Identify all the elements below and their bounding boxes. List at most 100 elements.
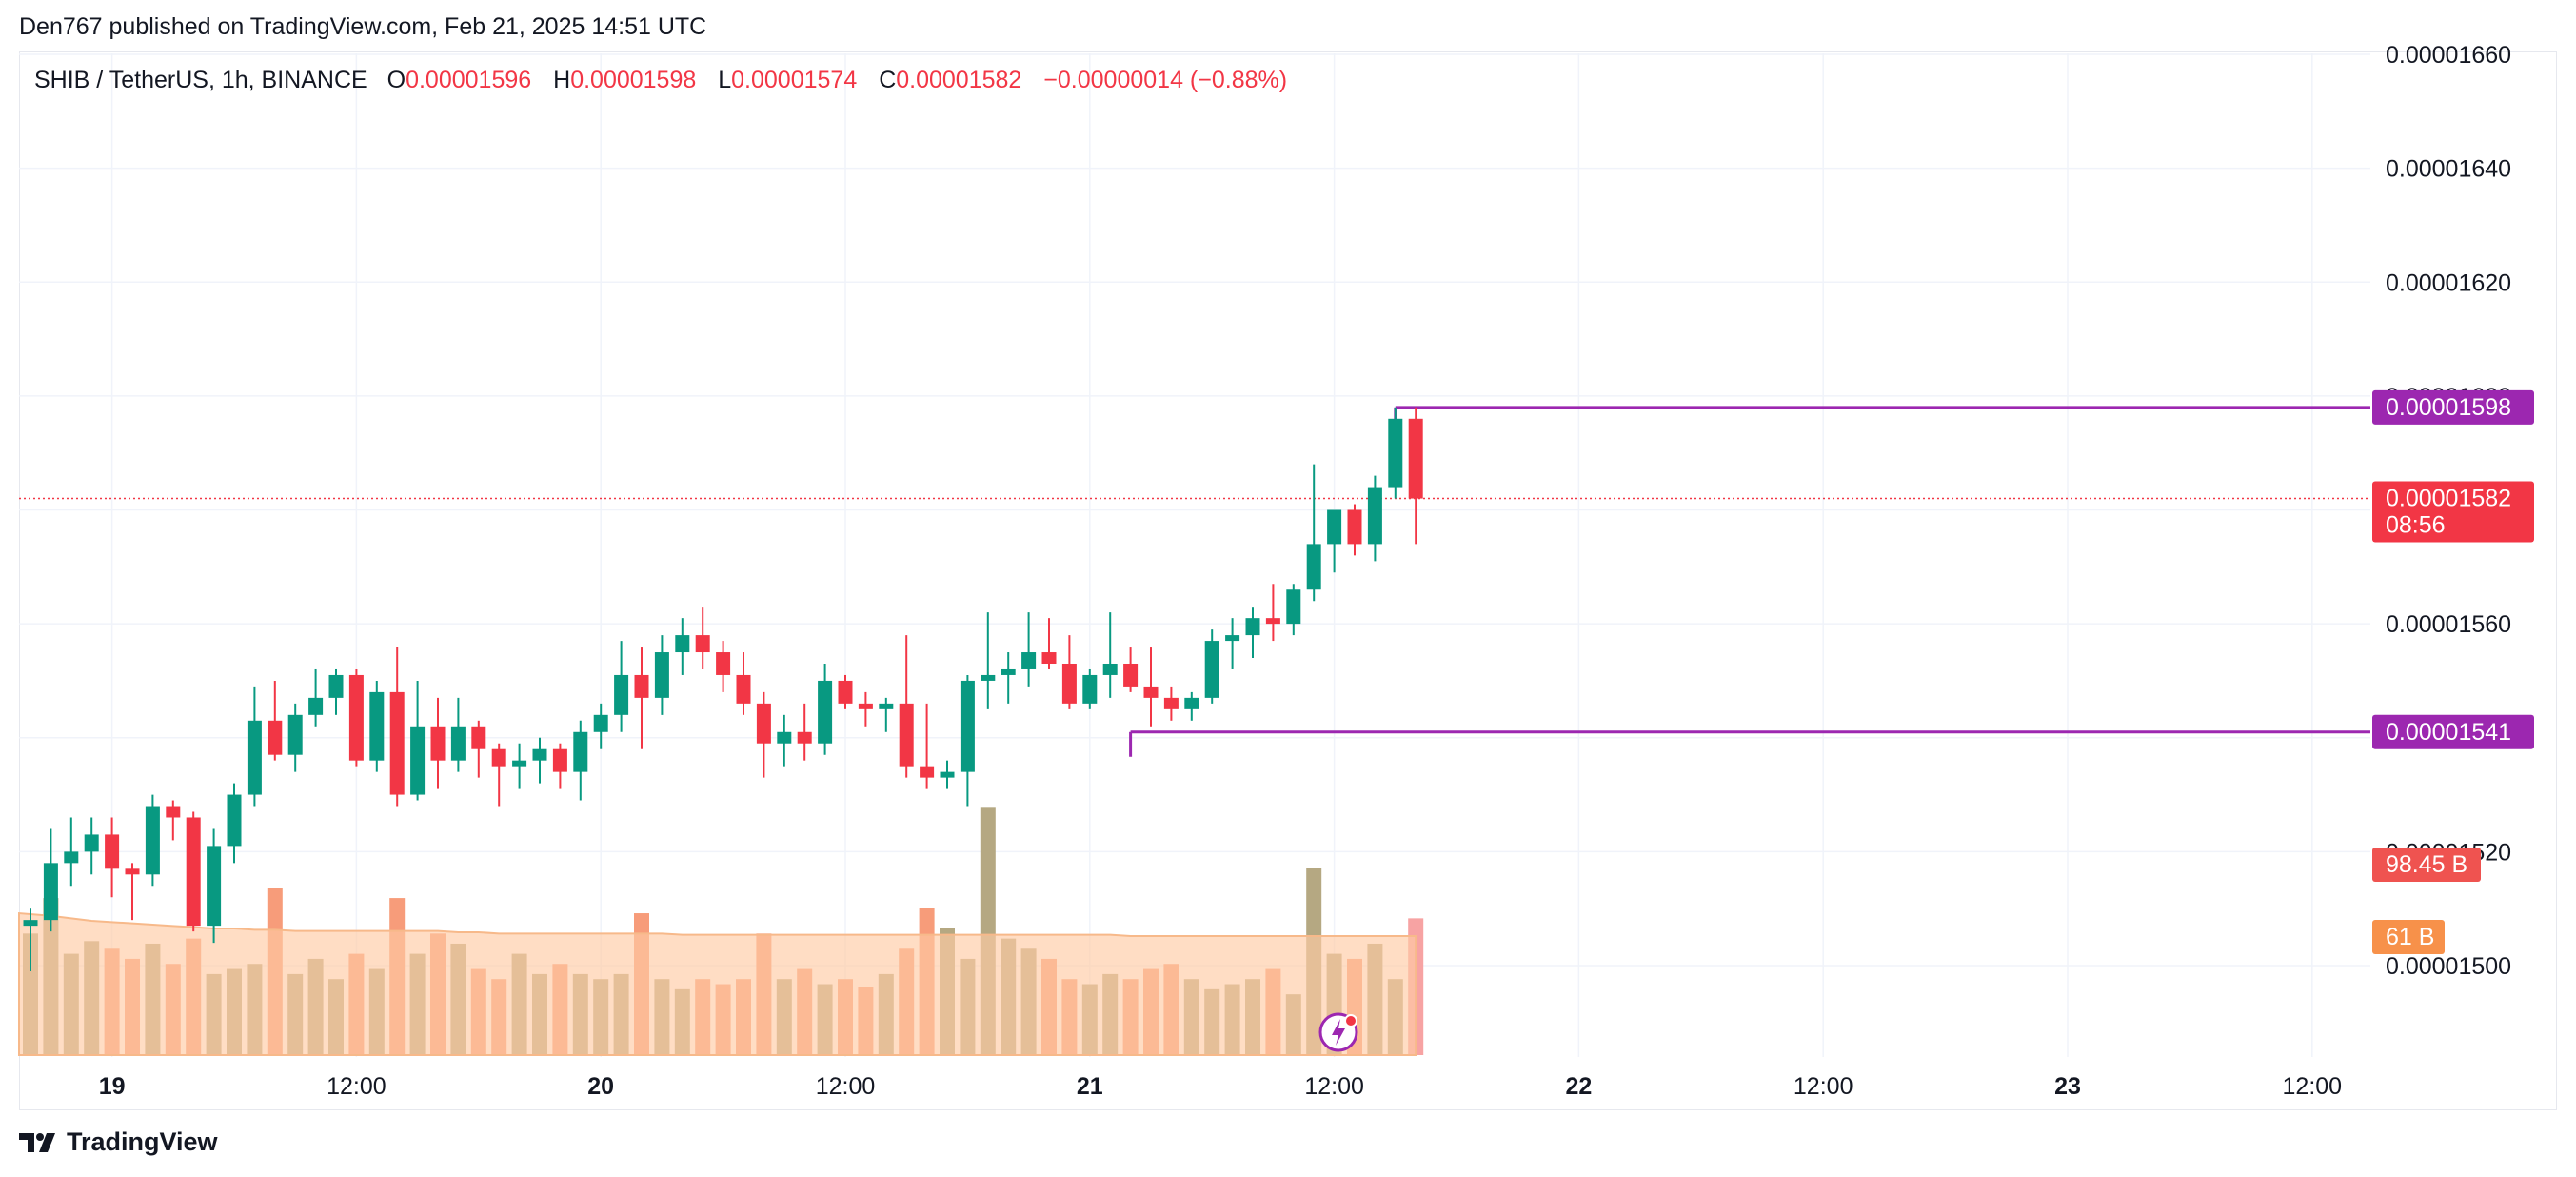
low-value: 0.00001574 xyxy=(731,67,858,93)
support-price-badge-bg xyxy=(2372,714,2534,749)
candle-body xyxy=(43,863,58,921)
close-value: 0.00001582 xyxy=(896,67,1022,93)
high-value: 0.00001598 xyxy=(570,67,697,93)
candle-body xyxy=(1245,618,1260,636)
volume-ma-badge-text: 61 B xyxy=(2386,924,2434,950)
candle-body xyxy=(308,697,324,715)
time-tick-label: 12:00 xyxy=(1304,1073,1364,1100)
chart-frame[interactable] xyxy=(19,51,2557,1110)
time-tick-label: 21 xyxy=(1077,1073,1103,1100)
last-price-badge-text: 0.00001582 xyxy=(2386,486,2511,512)
candle-body xyxy=(471,726,486,749)
candle-body xyxy=(328,674,344,698)
candle-body xyxy=(166,806,181,818)
candle-body xyxy=(430,726,446,761)
candle-body xyxy=(981,674,996,681)
candle-body xyxy=(268,720,283,755)
candle-body xyxy=(247,720,262,795)
candle-body xyxy=(716,652,731,675)
open-value: 0.00001596 xyxy=(406,67,532,93)
price-tick-label: 0.00001660 xyxy=(2386,42,2511,69)
candle-body xyxy=(369,691,385,761)
candle-body xyxy=(410,726,426,795)
candle-body xyxy=(207,846,222,927)
candle-body xyxy=(64,851,79,864)
candle-body xyxy=(1143,686,1159,698)
candles xyxy=(23,407,1423,971)
candle-body xyxy=(105,834,120,869)
candle-body xyxy=(1347,509,1362,545)
candle-body xyxy=(1388,418,1403,488)
time-tick-label: 12:00 xyxy=(1793,1073,1853,1100)
volume-ma-area xyxy=(18,911,1417,1056)
candle-body xyxy=(1061,663,1077,704)
candle-body xyxy=(634,674,649,698)
candle-body xyxy=(1163,697,1179,709)
candle-body xyxy=(23,920,38,927)
candle-body xyxy=(1204,641,1219,698)
tradingview-logo-icon xyxy=(19,1132,55,1152)
change-value: −0.00000014 (−0.88%) xyxy=(1043,67,1288,93)
candle-body xyxy=(1102,663,1118,675)
candle-body xyxy=(736,674,751,704)
candle-body xyxy=(879,703,894,709)
time-tick-label: 12:00 xyxy=(327,1073,386,1100)
candle-body xyxy=(573,731,588,772)
candle-body xyxy=(838,680,853,704)
grid-lines xyxy=(19,53,2370,1057)
candle-body xyxy=(1001,668,1016,675)
time-tick-label: 19 xyxy=(99,1073,126,1100)
close-label: C xyxy=(879,67,897,93)
candle-body xyxy=(1082,674,1098,704)
open-label: O xyxy=(386,67,406,93)
time-tick-label: 22 xyxy=(1565,1073,1592,1100)
candle-body xyxy=(695,635,710,653)
candle-body xyxy=(287,714,303,755)
flash-icon[interactable] xyxy=(1318,1012,1358,1052)
candle-body xyxy=(675,635,690,653)
candle-body xyxy=(920,766,935,778)
candle-body xyxy=(777,731,792,744)
low-label: L xyxy=(718,67,732,93)
candle-body xyxy=(940,771,955,778)
candle-body xyxy=(797,731,812,744)
candle-body xyxy=(1184,697,1199,709)
candle-body xyxy=(491,748,506,767)
candle-body xyxy=(186,817,201,927)
candle-body xyxy=(654,652,669,698)
candle-body xyxy=(960,680,975,772)
price-tick-label: 0.00001640 xyxy=(2386,156,2511,183)
candle-body xyxy=(512,760,527,767)
candle-body xyxy=(614,674,629,715)
candle-body xyxy=(450,726,466,761)
candle-body xyxy=(125,868,140,875)
last-price-badge-text: 08:56 xyxy=(2386,512,2446,539)
candle-body xyxy=(756,703,771,744)
candle-body xyxy=(348,674,364,761)
candle-body xyxy=(899,703,914,767)
candle-body xyxy=(1123,663,1139,687)
volume-badge-text: 98.45 B xyxy=(2386,851,2467,878)
volume-ma-badge-bg xyxy=(2372,920,2445,954)
candle-body xyxy=(389,691,405,795)
candle-body xyxy=(1225,635,1240,642)
resistance-price-badge-bg xyxy=(2372,389,2534,425)
candle-body xyxy=(1408,418,1423,499)
time-tick-label: 23 xyxy=(2054,1073,2081,1100)
candle-body xyxy=(84,834,99,852)
candle-body xyxy=(593,714,608,732)
candle-body xyxy=(1041,652,1057,664)
candle-body xyxy=(227,794,242,847)
volume-badge-bg xyxy=(2372,848,2481,882)
candle-body xyxy=(1306,544,1321,590)
time-axis[interactable]: 19 12:00 20 12:00 21 12:00 22 12:00 23 12:00 xyxy=(99,1073,2342,1100)
candle-body xyxy=(1327,509,1342,545)
high-label: H xyxy=(553,67,571,93)
candle-body xyxy=(858,703,873,709)
published-info: Den767 published on TradingView.com, Feb… xyxy=(19,13,707,40)
price-tick-label: 0.00001560 xyxy=(2386,611,2511,638)
tradingview-brand[interactable]: TradingView xyxy=(19,1127,218,1157)
chart-legend: SHIB / TetherUS, 1h, BINANCE O0.00001596… xyxy=(34,67,1302,94)
